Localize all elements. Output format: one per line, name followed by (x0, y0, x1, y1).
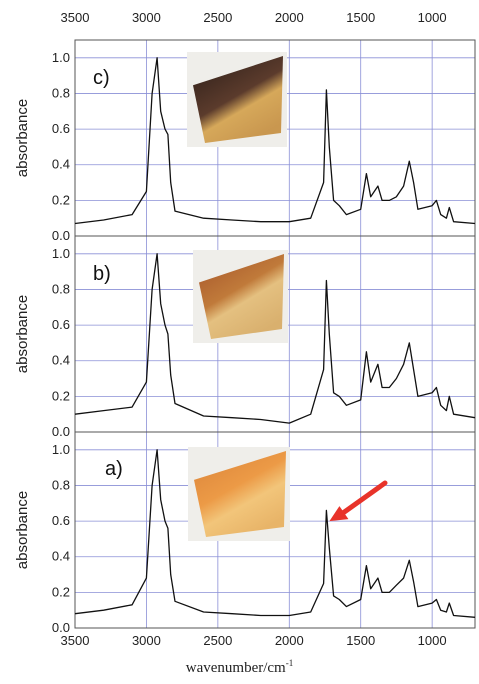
annotation-arrow (329, 480, 388, 522)
sample-photo-golden-brown-sample (193, 250, 288, 343)
y-axis-label: absorbance (14, 295, 31, 373)
spectrum-line (74, 57, 476, 225)
y-tick-label: 0.8 (52, 85, 70, 100)
x-tick-label: 1000 (418, 633, 447, 648)
y-tick-label: 0.6 (52, 513, 70, 528)
y-tick-label: 1.0 (52, 50, 70, 65)
spectra-panels: 0.00.20.40.60.81.0absorbancec)0.00.20.40… (14, 39, 476, 635)
panel-a: 0.0 0.2 0.4 0.6 0.8 1.0 absorbance a) (14, 431, 476, 635)
y-axis-label: absorbance (14, 491, 31, 569)
y-tick-label: 0.2 (52, 192, 70, 207)
x-axis-label: wavenumber/cm-1 (0, 658, 479, 677)
spectrum-line (74, 253, 476, 424)
x-top-tick-label: 1000 (418, 10, 447, 25)
x-tick-label: 2000 (275, 633, 304, 648)
y-tick-label: 1.0 (52, 442, 70, 457)
panel-b: 0.0 0.2 0.4 0.6 0.8 1.0 absorbance b) (14, 235, 476, 439)
bottom-axis-ticks: 3500 3000 2500 2000 1500 1000 (61, 633, 447, 648)
y-tick-label: 0.6 (52, 121, 70, 136)
panel-c: 0.0 0.2 0.4 0.6 0.8 1.0 absorbance c) (14, 39, 476, 243)
x-top-tick-label: 1500 (346, 10, 375, 25)
x-tick-label: 1500 (346, 633, 375, 648)
x-tick-label: 3000 (132, 633, 161, 648)
x-tick-label: 3500 (61, 633, 90, 648)
y-tick-label: 0.8 (52, 281, 70, 296)
y-tick-label: 0.0 (52, 424, 70, 439)
spectrum-line (74, 449, 476, 618)
x-top-tick-label: 2000 (275, 10, 304, 25)
panel-label: b) (93, 263, 111, 285)
y-tick-label: 1.0 (52, 246, 70, 261)
x-tick-label: 2500 (203, 633, 232, 648)
x-top-tick-label: 3500 (61, 10, 90, 25)
x-top-tick-label: 2500 (203, 10, 232, 25)
y-tick-label: 0.2 (52, 584, 70, 599)
y-tick-label: 0.0 (52, 620, 70, 635)
y-axis-label: absorbance (14, 99, 31, 177)
panel-label: c) (93, 67, 110, 89)
y-tick-label: 0.4 (52, 353, 70, 368)
panel-frame (74, 431, 476, 629)
panel-label: a) (105, 458, 123, 480)
x-axis-label-base: wavenumber/cm (185, 660, 286, 676)
sample-photo-dark-charred-sample (187, 52, 287, 147)
y-tick-label: 0.4 (52, 157, 70, 172)
y-tick-label: 0.2 (52, 388, 70, 403)
y-tick-label: 0.0 (52, 228, 70, 243)
y-tick-label: 0.8 (52, 477, 70, 492)
top-axis-ticks: 3500 3000 2500 2000 1500 1000 (61, 10, 447, 25)
x-top-tick-label: 3000 (132, 10, 161, 25)
y-tick-label: 0.4 (52, 549, 70, 564)
x-axis-label-superscript: -1 (285, 658, 294, 668)
sample-photo-orange-yellow-sample (188, 447, 290, 541)
y-tick-label: 0.6 (52, 317, 70, 332)
